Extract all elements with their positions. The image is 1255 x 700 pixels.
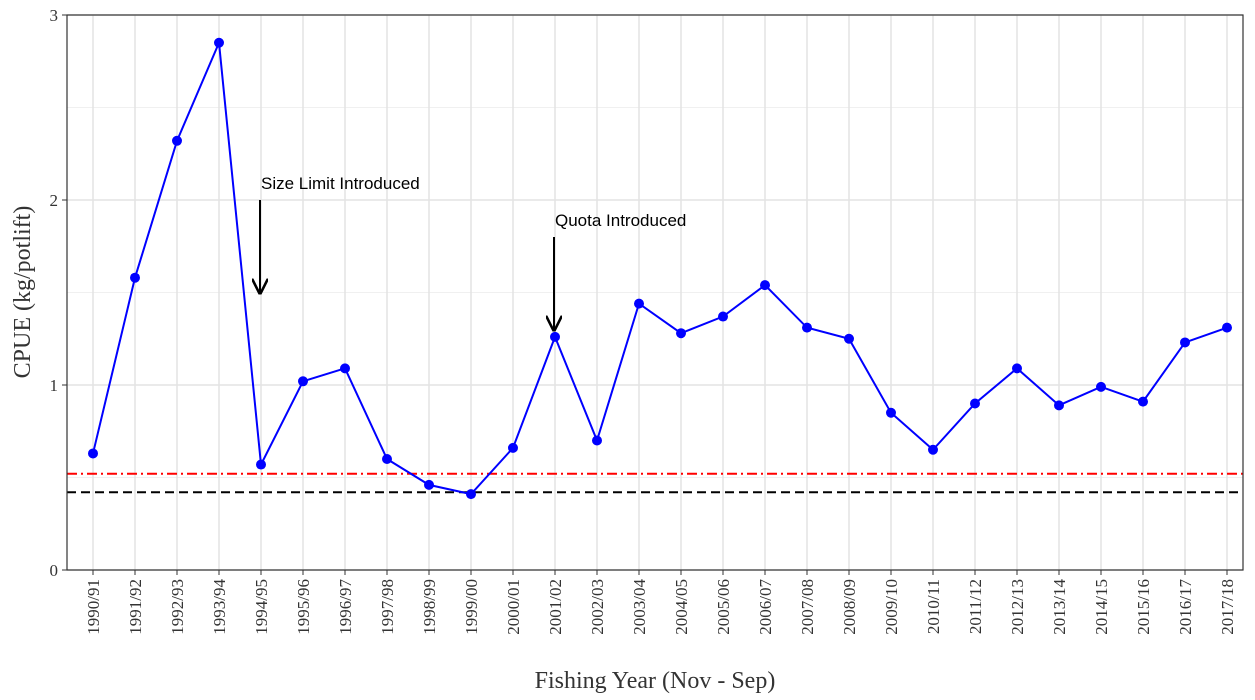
data-point <box>1138 396 1148 407</box>
x-tick-label: 2013/14 <box>1050 579 1069 635</box>
data-point <box>466 489 476 500</box>
y-tick-label: 0 <box>50 561 59 580</box>
x-tick-label: 2008/09 <box>840 579 859 635</box>
data-point <box>130 272 140 283</box>
data-point <box>718 311 728 322</box>
data-point <box>928 444 938 455</box>
x-tick-label: 2010/11 <box>924 579 943 634</box>
x-tick-label: 2000/01 <box>504 579 523 635</box>
y-axis-title: CPUE (kg/potlift) <box>10 206 36 379</box>
x-tick-label: 1997/98 <box>378 579 397 635</box>
x-tick-label: 1992/93 <box>168 579 187 635</box>
data-point <box>88 448 98 459</box>
x-tick-label: 2001/02 <box>546 579 565 635</box>
data-point <box>298 376 308 387</box>
x-tick-label: 2015/16 <box>1134 579 1153 635</box>
data-point <box>424 479 434 490</box>
plot-border <box>66 14 1244 571</box>
data-point <box>172 135 182 146</box>
x-tick-label: 1991/92 <box>126 579 145 635</box>
x-tick-label: 2014/15 <box>1092 579 1111 635</box>
x-tick-label: 2011/12 <box>966 579 985 634</box>
x-tick-label: 2002/03 <box>588 579 607 635</box>
x-tick-label: 2006/07 <box>756 579 775 635</box>
data-point <box>1012 363 1022 374</box>
data-point <box>760 280 770 291</box>
x-tick-label: 2003/04 <box>630 579 649 635</box>
x-tick-label: 2009/10 <box>882 579 901 635</box>
x-tick-label: 1993/94 <box>210 579 229 635</box>
data-point <box>508 442 518 453</box>
data-point <box>592 435 602 446</box>
data-point <box>382 454 392 464</box>
x-tick-label: 2017/18 <box>1218 579 1237 635</box>
data-point <box>256 459 266 470</box>
x-tick-label: 2005/06 <box>714 579 733 635</box>
x-tick-label: 2007/08 <box>798 579 817 635</box>
y-tick-label: 2 <box>50 191 59 210</box>
x-tick-label: 1996/97 <box>336 579 355 635</box>
data-point <box>802 322 812 333</box>
x-tick-label: 1998/99 <box>420 579 439 635</box>
data-point <box>1054 400 1064 411</box>
data-point <box>1180 337 1190 348</box>
x-tick-label: 2016/17 <box>1176 579 1195 635</box>
y-tick-label: 1 <box>50 376 59 395</box>
data-point <box>214 37 224 48</box>
data-point <box>970 398 980 409</box>
x-tick-label: 1995/96 <box>294 579 313 635</box>
x-tick-label: 2004/05 <box>672 579 691 635</box>
x-tick-label: 1994/95 <box>252 579 271 635</box>
y-tick-label: 3 <box>50 6 59 25</box>
data-point <box>844 333 854 344</box>
data-point <box>886 407 896 418</box>
annotation: Size Limit Introduced <box>261 174 420 193</box>
data-point <box>634 298 644 309</box>
data-point <box>1222 322 1232 333</box>
data-point <box>550 331 560 342</box>
data-line <box>92 42 1228 496</box>
data-point <box>1096 381 1106 392</box>
data-point <box>340 363 350 374</box>
x-tick-label: 2012/13 <box>1008 579 1027 635</box>
data-point <box>676 328 686 339</box>
x-axis-title: Fishing Year (Nov - Sep) <box>535 668 776 694</box>
x-tick-label: 1990/91 <box>84 579 103 635</box>
x-tick-label: 1999/00 <box>462 579 481 635</box>
annotation: Quota Introduced <box>555 211 686 230</box>
